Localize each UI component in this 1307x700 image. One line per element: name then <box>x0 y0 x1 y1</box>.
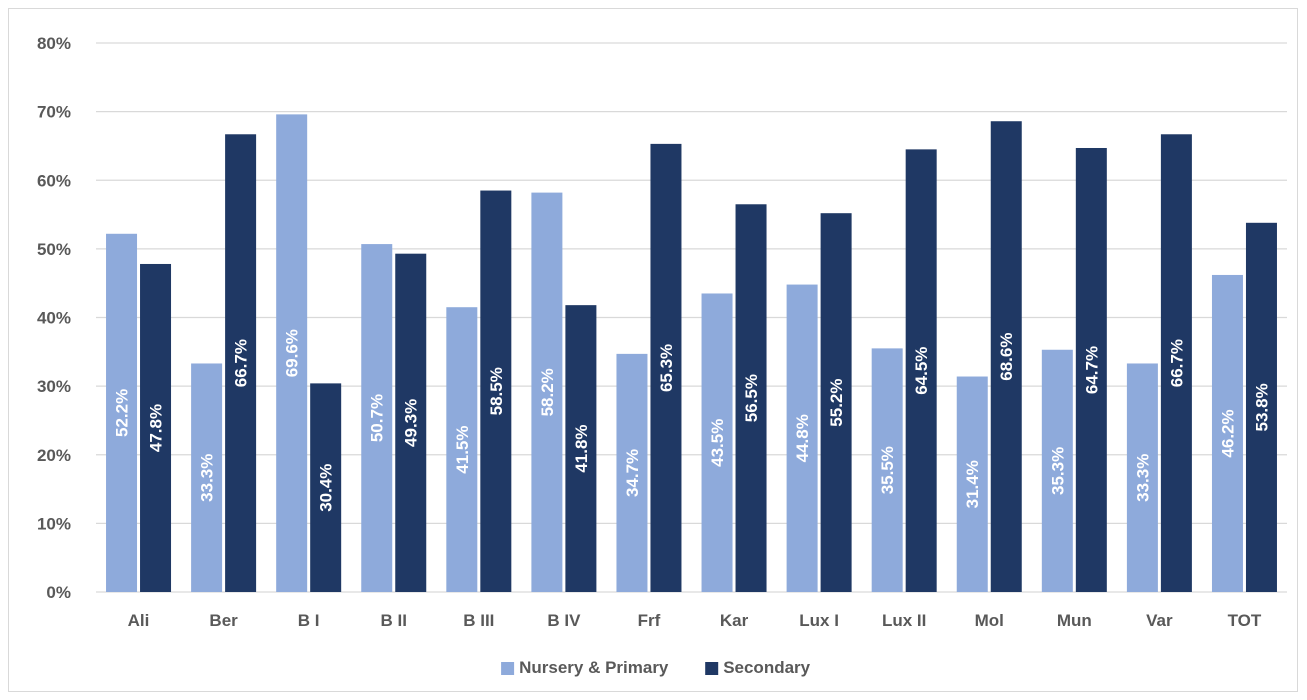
y-tick-label: 20% <box>37 446 71 465</box>
bar-nursery-primary <box>531 192 563 593</box>
legend-label: Secondary <box>723 658 810 677</box>
data-label: 46.2% <box>1218 409 1237 457</box>
data-label: 49.3% <box>402 399 421 447</box>
bar-nursery-primary <box>701 293 733 592</box>
data-label: 35.3% <box>1048 447 1067 495</box>
data-label: 53.8% <box>1252 383 1271 431</box>
x-tick-label: Ber <box>209 611 238 630</box>
bar-nursery-primary <box>871 348 903 592</box>
data-label: 52.2% <box>113 389 132 437</box>
bar-secondary <box>1160 134 1192 592</box>
x-tick-label: Var <box>1146 611 1173 630</box>
data-label: 31.4% <box>963 460 982 508</box>
bar-nursery-primary <box>1126 363 1158 592</box>
bar-secondary <box>905 149 937 592</box>
y-tick-label: 60% <box>37 171 71 190</box>
bar-secondary <box>735 204 767 593</box>
bar-secondary <box>1245 222 1277 593</box>
bar-nursery-primary <box>956 376 988 592</box>
bar-nursery-primary <box>361 244 393 593</box>
x-tick-label: Ali <box>128 611 150 630</box>
data-label: 58.2% <box>538 368 557 416</box>
data-labels: 52.2% 47.8% 33.3% 66.7% 69.6% 30.4% 50.7% 49.3%… <box>113 329 1272 512</box>
bar-secondary <box>480 190 512 592</box>
y-tick-label: 30% <box>37 377 71 396</box>
x-tick-label: Mun <box>1057 611 1092 630</box>
bar-secondary <box>990 121 1022 593</box>
x-tick-label: Mol <box>975 611 1004 630</box>
chart-frame: 0% 10% 20% 30% 40% 50% 60% 70% 80% 52.2% 47.8% 33.… <box>8 8 1298 692</box>
data-label: 35.5% <box>878 446 897 494</box>
x-tick-label: Frf <box>638 611 661 630</box>
data-label: 41.8% <box>572 424 591 472</box>
bar-secondary <box>650 143 682 592</box>
bar-secondary <box>1075 147 1107 592</box>
y-tick-label: 80% <box>37 34 71 53</box>
y-tick-label: 40% <box>37 309 71 328</box>
x-tick-label: TOT <box>1228 611 1262 630</box>
y-axis-ticks: 0% 10% 20% 30% 40% 50% 60% 70% 80% <box>37 34 71 602</box>
data-label: 47.8% <box>147 404 166 452</box>
legend-swatch <box>705 662 719 675</box>
y-tick-label: 0% <box>46 583 71 602</box>
bar-nursery-primary <box>1211 274 1243 592</box>
data-label: 34.7% <box>623 449 642 497</box>
legend: Nursery & Primary Secondary <box>501 658 811 677</box>
bar-nursery-primary <box>191 363 223 592</box>
data-label: 66.7% <box>232 339 251 387</box>
bar-secondary <box>140 263 172 592</box>
data-label: 58.5% <box>487 367 506 415</box>
data-label: 33.3% <box>1133 454 1152 502</box>
x-axis-ticks: Ali Ber B I B II B III B IV Frf Kar Lux I Lux II M… <box>128 611 1262 630</box>
bar-nursery-primary <box>616 353 648 592</box>
data-label: 33.3% <box>198 454 217 502</box>
x-tick-label: Lux II <box>882 611 926 630</box>
bar-nursery-primary <box>276 114 308 593</box>
data-label: 69.6% <box>283 329 302 377</box>
x-tick-label: Lux I <box>799 611 839 630</box>
bar-secondary <box>395 253 427 592</box>
legend-label: Nursery & Primary <box>519 658 669 677</box>
y-tick-label: 10% <box>37 514 71 533</box>
x-tick-label: B II <box>381 611 407 630</box>
data-label: 56.5% <box>742 374 761 422</box>
bar-nursery-primary <box>106 233 138 592</box>
bar-secondary <box>820 213 852 592</box>
data-label: 64.7% <box>1082 346 1101 394</box>
bar-nursery-primary <box>1041 349 1073 592</box>
data-label: 68.6% <box>997 333 1016 381</box>
bar-nursery-primary <box>446 307 478 592</box>
gridlines <box>96 42 1287 593</box>
data-label: 55.2% <box>827 378 846 426</box>
data-label: 64.5% <box>912 347 931 395</box>
data-label: 30.4% <box>317 464 336 512</box>
data-label: 66.7% <box>1167 339 1186 387</box>
data-label: 50.7% <box>368 394 387 442</box>
x-tick-label: Kar <box>720 611 749 630</box>
x-tick-label: B III <box>463 611 494 630</box>
x-tick-label: B I <box>298 611 320 630</box>
bar-secondary <box>225 134 257 592</box>
legend-swatch <box>501 662 515 675</box>
data-label: 65.3% <box>657 344 676 392</box>
bar-secondary <box>310 383 342 592</box>
data-label: 41.5% <box>453 426 472 474</box>
y-tick-label: 70% <box>37 103 71 122</box>
data-label: 43.5% <box>708 419 727 467</box>
bar-secondary <box>565 305 597 592</box>
bar-nursery-primary <box>786 284 818 592</box>
bars <box>106 114 1277 593</box>
y-tick-label: 50% <box>37 240 71 259</box>
x-tick-label: B IV <box>547 611 581 630</box>
data-label: 44.8% <box>793 414 812 462</box>
bar-chart: 0% 10% 20% 30% 40% 50% 60% 70% 80% 52.2% 47.8% 33.… <box>37 34 1287 677</box>
